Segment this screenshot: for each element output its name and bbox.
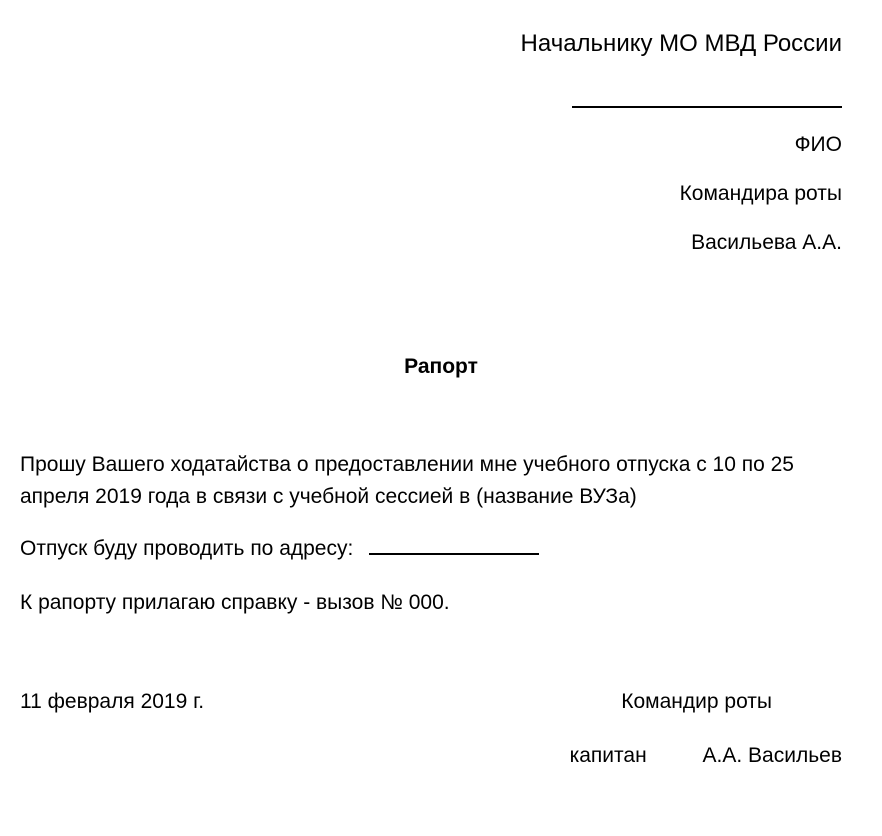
attachment-line: К рапорту прилагаю справку - вызов № 000…	[20, 591, 862, 615]
request-paragraph: Прошу Вашего ходатайства о предоставлени…	[20, 449, 862, 512]
footer-signer-name: А.А. Васильев	[703, 744, 842, 767]
document-header: Начальнику МО МВД России ФИО Командира р…	[20, 30, 862, 255]
sender-name: Васильева А.А.	[20, 231, 842, 255]
address-label: Отпуск буду проводить по адресу:	[20, 537, 353, 560]
footer-row: 11 февраля 2019 г. Командир роты	[20, 690, 862, 714]
footer-rank: капитан	[570, 744, 647, 767]
recipient-line: Начальнику МО МВД России	[20, 30, 842, 58]
sender-position: Командира роты	[20, 182, 842, 206]
blank-underline-field	[20, 88, 842, 133]
footer-signature-line: капитан А.А. Васильев	[20, 744, 862, 768]
footer-date: 11 февраля 2019 г.	[20, 690, 204, 714]
fio-label: ФИО	[20, 133, 842, 157]
footer-position: Командир роты	[621, 690, 862, 714]
document-title: Рапорт	[20, 355, 862, 379]
address-blank-field	[369, 537, 539, 555]
address-line: Отпуск буду проводить по адресу:	[20, 537, 862, 561]
